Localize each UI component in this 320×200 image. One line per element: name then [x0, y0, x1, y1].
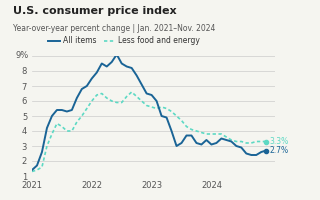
Text: U.S. consumer price index: U.S. consumer price index: [13, 6, 176, 16]
Text: 9%: 9%: [16, 51, 29, 60]
Text: Year-over-year percent change | Jan. 2021–Nov. 2024: Year-over-year percent change | Jan. 202…: [13, 24, 215, 33]
Legend: All items, Less food and energy: All items, Less food and energy: [45, 33, 203, 49]
Text: 3.3%: 3.3%: [269, 137, 288, 146]
Text: 2.7%: 2.7%: [269, 146, 288, 155]
